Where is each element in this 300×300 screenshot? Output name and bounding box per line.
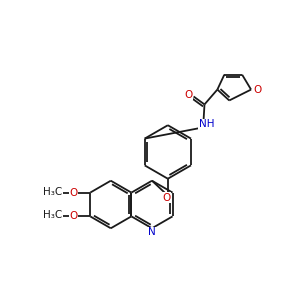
Text: O: O bbox=[163, 193, 171, 202]
Text: O: O bbox=[184, 89, 193, 100]
Text: N: N bbox=[148, 227, 156, 237]
Text: NH: NH bbox=[199, 119, 214, 129]
Text: H₃C: H₃C bbox=[43, 187, 62, 196]
Text: H₃C: H₃C bbox=[43, 210, 62, 220]
Text: O: O bbox=[253, 85, 261, 94]
Text: O: O bbox=[69, 188, 77, 198]
Text: O: O bbox=[69, 212, 77, 221]
